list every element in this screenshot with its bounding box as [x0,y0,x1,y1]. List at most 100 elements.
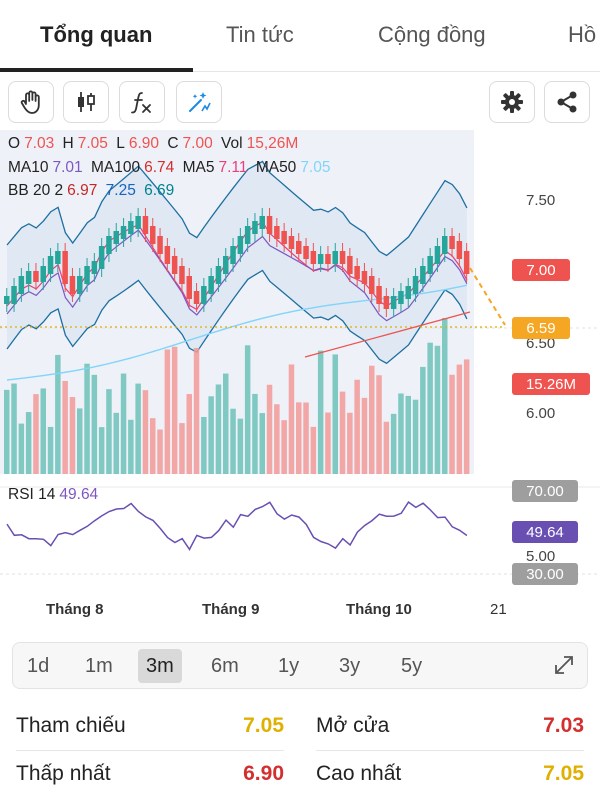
volume-bar [383,421,390,474]
hand-drag-button[interactable] [8,81,54,123]
bollinger-upper-line [6,160,468,257]
month-label-oct: Tháng 10 [346,601,412,618]
volume-bar [157,429,163,474]
tab-overview[interactable]: Tổng quan [40,22,153,47]
volume-bar [113,412,119,474]
high-price-value: 7.05 [543,762,584,785]
bb-upper-value: 6.97 [67,182,98,199]
period-3y[interactable]: 3y [339,654,361,677]
period-6m[interactable]: 6m [211,654,239,677]
volume-bar [106,389,112,474]
volume-bar [135,383,141,474]
volume-bar [434,345,441,474]
volume-bar [456,364,463,474]
volume-bar [303,402,309,474]
candle-body [164,246,171,264]
rsi-line [6,501,468,551]
volume-bar [274,404,280,474]
candle-body [332,251,338,264]
share-icon [557,91,577,113]
rsi-legend-value: 49.64 [59,486,99,503]
candle-body [120,226,127,239]
volume-bar [288,364,295,474]
open-price-label: Mở cửa [316,714,390,737]
period-3m[interactable]: 3m [138,649,182,683]
candle-body [244,226,251,244]
candle-body [135,216,141,229]
volume-bar [339,391,346,474]
volume-bar [40,388,46,474]
candle-body [347,256,353,274]
tab-community[interactable]: Cộng đồng [378,22,486,47]
tab-more[interactable]: Hồ [568,22,597,47]
candle-body [252,221,258,234]
candle-body [456,241,463,259]
rsi-label: RSI 14 [8,486,56,503]
volume-bar [208,396,214,474]
volume-bar [427,342,433,474]
volume-bar [347,412,353,474]
candle-body [157,236,163,254]
period-5y[interactable]: 5y [401,654,423,677]
chart-canvas[interactable] [0,130,600,600]
candle-body [310,251,317,264]
open-label: O [8,135,21,152]
candle-body [186,276,192,299]
candle-body [266,216,273,234]
bb-lower-value: 6.69 [144,182,175,199]
volume-bar [354,379,360,474]
volume-bar [4,389,10,474]
volume-bar [98,427,105,474]
volume-bar [412,399,419,474]
volume-bar [376,375,382,474]
candle-body [208,276,214,294]
reference-price-value: 7.05 [243,714,284,737]
candle-body [128,221,134,234]
price-tick-600: 6.00 [526,405,556,422]
candle-body [193,291,200,304]
function-fx-icon [131,92,151,114]
bb-price-badge: 6.59 [512,317,570,339]
volume-bar [223,373,229,474]
chart-type-button[interactable] [63,81,109,123]
candle-body [237,236,244,254]
ma10-label: MA10 [8,159,49,176]
candle-body [383,296,390,309]
candle-body [296,241,302,254]
settings-button[interactable] [489,81,535,123]
candle-body [55,251,61,264]
candle-body [390,296,397,309]
period-1y[interactable]: 1y [278,654,300,677]
candle-body [11,286,17,304]
low-price-value: 6.90 [243,762,284,785]
share-button[interactable] [544,81,590,123]
period-1m[interactable]: 1m [85,654,113,677]
ma5-label: MA5 [182,159,215,176]
rsi-mid-tick: 5.00 [526,548,556,565]
period-1d[interactable]: 1d [27,654,50,677]
bb-label: BB 20 2 [8,182,64,199]
price-chart[interactable]: O 7.03 H 7.05 L 6.90 C 7.00 Vol 15,26M MA10 7.… [0,130,600,600]
volume-bar [252,393,258,474]
volume-bar [77,408,83,474]
volume-bar [11,383,17,474]
volume-bar [69,397,76,474]
expand-icon[interactable] [551,652,577,678]
indicators-button[interactable] [119,81,165,123]
candle-body [106,236,112,254]
magic-wand-icon [189,92,211,112]
candle-body [215,266,222,284]
bb-legend: BB 20 2 6.97 7.25 6.69 [8,182,178,200]
ai-tools-button[interactable] [176,81,222,123]
active-tab-indicator [0,68,193,72]
ma5-line [6,221,468,311]
close-label: C [167,135,179,152]
candle-body [354,266,360,279]
candle-body [150,226,156,244]
volume-bar [369,365,375,474]
candle-body [40,266,46,282]
volume-bar [442,318,448,474]
tab-news[interactable]: Tin tức [226,22,294,47]
candle-body [281,231,287,244]
volume-bar [186,394,192,474]
